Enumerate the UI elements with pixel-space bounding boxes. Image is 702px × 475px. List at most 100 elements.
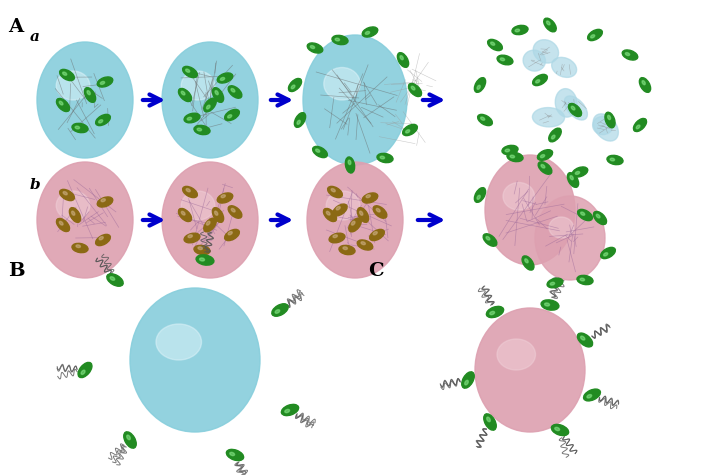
Ellipse shape: [505, 149, 510, 152]
Ellipse shape: [100, 81, 105, 85]
Ellipse shape: [225, 109, 239, 121]
Ellipse shape: [522, 256, 534, 270]
Ellipse shape: [333, 235, 338, 238]
Ellipse shape: [485, 155, 575, 265]
Ellipse shape: [291, 85, 295, 89]
Ellipse shape: [98, 77, 113, 87]
Ellipse shape: [502, 145, 518, 155]
Ellipse shape: [497, 339, 536, 370]
Ellipse shape: [536, 80, 540, 83]
Ellipse shape: [335, 38, 340, 41]
Ellipse shape: [72, 243, 88, 253]
Ellipse shape: [324, 67, 360, 100]
Ellipse shape: [329, 233, 345, 243]
Ellipse shape: [101, 199, 105, 202]
Ellipse shape: [162, 42, 258, 158]
Ellipse shape: [75, 126, 79, 129]
Ellipse shape: [625, 53, 630, 56]
Ellipse shape: [185, 69, 190, 72]
Ellipse shape: [552, 135, 555, 139]
Ellipse shape: [76, 245, 81, 247]
Text: A: A: [8, 18, 23, 36]
Ellipse shape: [162, 162, 258, 278]
Ellipse shape: [541, 154, 545, 158]
Ellipse shape: [220, 77, 225, 80]
Ellipse shape: [194, 125, 210, 134]
Ellipse shape: [544, 18, 556, 32]
Ellipse shape: [545, 303, 550, 306]
Ellipse shape: [198, 247, 202, 249]
Ellipse shape: [56, 218, 69, 231]
Ellipse shape: [228, 232, 232, 235]
Ellipse shape: [564, 96, 588, 120]
Ellipse shape: [549, 128, 561, 142]
Ellipse shape: [81, 370, 85, 374]
Ellipse shape: [484, 414, 496, 430]
Ellipse shape: [352, 221, 355, 225]
Ellipse shape: [488, 39, 503, 51]
Ellipse shape: [601, 247, 616, 258]
Ellipse shape: [231, 88, 235, 92]
Ellipse shape: [275, 310, 279, 314]
Ellipse shape: [373, 232, 377, 235]
Ellipse shape: [124, 432, 136, 448]
Ellipse shape: [551, 424, 569, 436]
Ellipse shape: [475, 77, 486, 92]
Ellipse shape: [228, 86, 242, 98]
Ellipse shape: [376, 209, 380, 212]
Ellipse shape: [78, 362, 92, 378]
Ellipse shape: [186, 189, 190, 192]
Ellipse shape: [400, 56, 403, 60]
Ellipse shape: [477, 114, 492, 125]
Ellipse shape: [348, 160, 351, 164]
Ellipse shape: [206, 105, 210, 109]
Ellipse shape: [604, 253, 608, 256]
Ellipse shape: [577, 333, 592, 347]
Ellipse shape: [181, 71, 215, 100]
Ellipse shape: [107, 274, 123, 286]
Ellipse shape: [184, 233, 200, 243]
Ellipse shape: [592, 116, 613, 134]
Ellipse shape: [183, 66, 197, 77]
Ellipse shape: [303, 35, 407, 165]
Ellipse shape: [406, 130, 410, 133]
Ellipse shape: [156, 324, 201, 360]
Ellipse shape: [98, 197, 113, 207]
Ellipse shape: [525, 259, 528, 263]
Ellipse shape: [316, 149, 319, 152]
Ellipse shape: [56, 98, 69, 112]
Ellipse shape: [593, 211, 607, 225]
Ellipse shape: [72, 124, 88, 133]
Ellipse shape: [345, 157, 355, 173]
Ellipse shape: [580, 278, 585, 281]
Ellipse shape: [215, 211, 218, 215]
Ellipse shape: [357, 208, 369, 222]
Ellipse shape: [333, 204, 347, 216]
Ellipse shape: [225, 229, 239, 241]
Ellipse shape: [590, 35, 595, 38]
Ellipse shape: [213, 87, 224, 103]
Ellipse shape: [37, 162, 133, 278]
Ellipse shape: [409, 84, 422, 96]
Ellipse shape: [541, 300, 559, 310]
Ellipse shape: [343, 247, 347, 249]
Ellipse shape: [95, 114, 110, 125]
Ellipse shape: [538, 150, 552, 161]
Ellipse shape: [380, 156, 385, 159]
Ellipse shape: [221, 195, 225, 198]
Ellipse shape: [546, 21, 550, 25]
Ellipse shape: [326, 211, 330, 215]
Ellipse shape: [310, 46, 314, 48]
Ellipse shape: [523, 50, 545, 71]
Ellipse shape: [194, 246, 210, 255]
Ellipse shape: [636, 125, 640, 129]
Ellipse shape: [56, 71, 90, 100]
Ellipse shape: [642, 81, 645, 85]
Ellipse shape: [110, 277, 114, 280]
Ellipse shape: [465, 380, 468, 385]
Ellipse shape: [230, 452, 234, 456]
Ellipse shape: [178, 209, 192, 221]
Ellipse shape: [184, 113, 200, 123]
Ellipse shape: [326, 191, 360, 220]
Ellipse shape: [199, 258, 204, 261]
